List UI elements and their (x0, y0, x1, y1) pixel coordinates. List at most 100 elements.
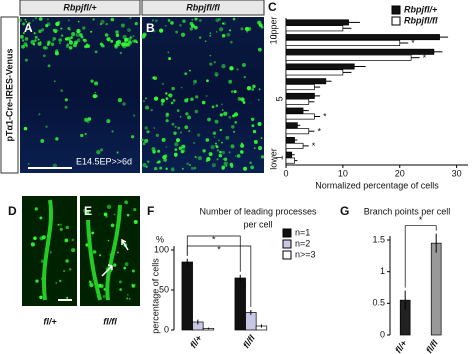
cell (165, 112, 169, 116)
cell (37, 41, 42, 46)
cell (145, 105, 150, 110)
bar (285, 69, 344, 76)
cell (214, 72, 219, 77)
cell (30, 40, 35, 45)
cell (116, 251, 119, 254)
cell (65, 225, 69, 230)
cell (165, 92, 168, 95)
y-tick-label: 1.5 (372, 234, 385, 244)
cell (128, 298, 131, 300)
cell (176, 109, 180, 112)
cell (54, 30, 58, 33)
cell (104, 33, 109, 37)
cell (180, 32, 186, 37)
cell (229, 162, 234, 167)
cell (168, 93, 173, 98)
cell (18, 18, 22, 22)
cell (258, 88, 261, 91)
cell (209, 34, 212, 37)
cell (249, 161, 252, 164)
cell (152, 76, 156, 80)
cell (71, 32, 76, 37)
cell (65, 259, 69, 263)
bar (181, 261, 193, 331)
cell (198, 19, 202, 23)
significance: * (419, 215, 423, 225)
cell (221, 64, 226, 69)
cell (33, 31, 36, 34)
cell (89, 282, 94, 288)
cell (59, 279, 62, 283)
y-tick-label: 5 (274, 96, 284, 101)
cell (150, 108, 153, 112)
cell (52, 163, 58, 168)
cell (144, 138, 149, 143)
cell (132, 114, 136, 117)
cell (83, 38, 87, 43)
cell (233, 90, 237, 94)
cell (30, 242, 35, 247)
cell (64, 105, 68, 109)
cell (179, 131, 182, 134)
bar (285, 34, 440, 41)
cell (77, 20, 80, 23)
cell (131, 269, 135, 273)
cell (221, 150, 226, 155)
cell (67, 19, 70, 22)
cell (38, 17, 43, 21)
cell (19, 34, 24, 39)
bar (285, 128, 310, 135)
cell (92, 94, 97, 99)
cell (46, 40, 51, 45)
cell (160, 98, 165, 103)
cell (57, 223, 60, 226)
cell (221, 103, 223, 106)
cell (78, 32, 83, 37)
cell (34, 35, 38, 39)
cell (182, 19, 186, 23)
cell (189, 69, 191, 72)
cell (116, 39, 122, 44)
cell (186, 162, 189, 166)
cell (63, 270, 65, 272)
cell (209, 32, 212, 35)
cell (116, 151, 119, 154)
cell (126, 293, 129, 296)
cell (37, 38, 40, 41)
y-tick-label: 0.5 (372, 298, 385, 308)
cell (71, 238, 75, 242)
significance: * (411, 38, 415, 48)
cell (174, 142, 179, 147)
y-tick-label: 10 (268, 34, 278, 44)
cell (153, 127, 156, 129)
cell (228, 115, 232, 119)
bar (285, 19, 349, 26)
cell (84, 132, 87, 136)
cell (92, 18, 95, 21)
cell (260, 137, 263, 139)
cell (113, 263, 117, 267)
cell (130, 135, 135, 139)
cell (90, 79, 94, 83)
cell (250, 117, 255, 121)
cell (50, 42, 55, 46)
cell (126, 213, 130, 217)
cell (106, 37, 111, 42)
cell (198, 36, 202, 39)
cell (231, 125, 235, 129)
cell (161, 82, 165, 86)
panel-letter: D (8, 204, 17, 218)
cell (174, 148, 178, 151)
cell (181, 144, 186, 149)
cell (64, 37, 69, 41)
cell (75, 32, 80, 37)
cell (193, 166, 197, 170)
cell (94, 50, 98, 54)
x-tick-label: 30 (452, 168, 462, 178)
cell (206, 157, 211, 162)
cell (24, 58, 28, 62)
cell (188, 130, 191, 133)
cell (105, 214, 108, 218)
cell (58, 42, 61, 45)
cell (221, 167, 225, 170)
